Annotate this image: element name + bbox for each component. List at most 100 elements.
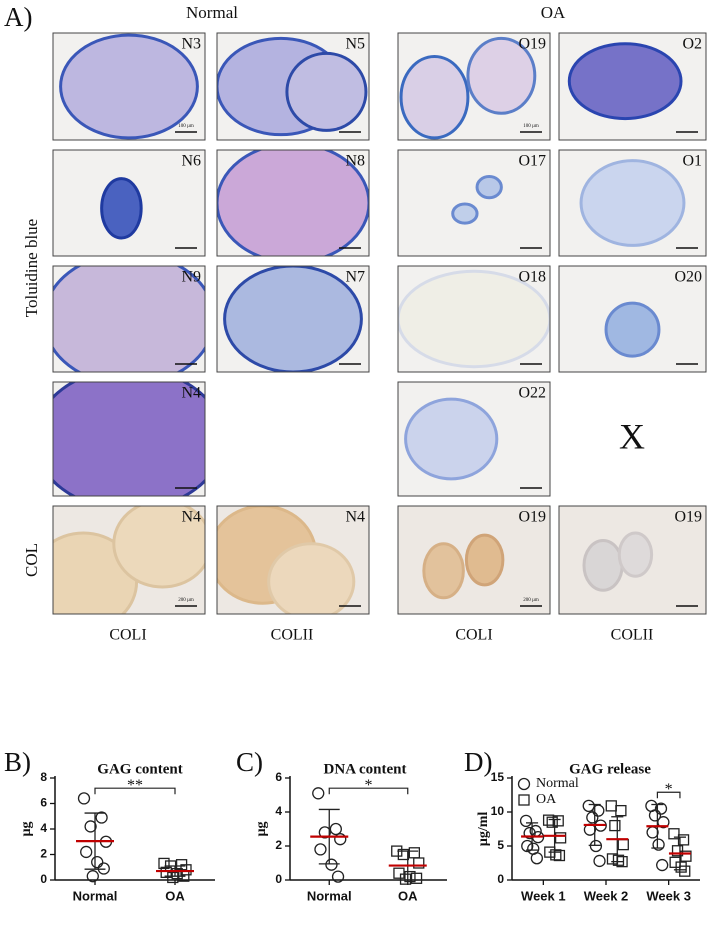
tissue — [217, 36, 368, 137]
micrograph: N9 — [52, 265, 206, 373]
tile-border — [558, 32, 707, 141]
tissue-section — [604, 301, 661, 358]
tile-border — [397, 32, 551, 141]
tile-label: O2 — [682, 36, 702, 53]
chart-title: DNA content — [324, 761, 407, 777]
tile-label: N6 — [181, 153, 201, 170]
tile-label: O17 — [518, 153, 546, 170]
y-tick-label: 0 — [40, 872, 47, 886]
data-point — [675, 861, 687, 873]
missing-mark: X — [619, 416, 645, 456]
tile-border — [558, 149, 707, 257]
significance-bracket — [328, 787, 409, 795]
tissue — [53, 266, 205, 372]
data-point — [318, 826, 332, 839]
data-point — [521, 839, 534, 853]
tissue-section — [617, 531, 654, 578]
tissue-section — [285, 51, 368, 132]
significance-bracket — [94, 787, 176, 795]
micrograph: N5 — [216, 32, 370, 141]
tissue-section — [398, 269, 550, 369]
tissue-section — [404, 397, 499, 481]
data-point — [158, 857, 170, 870]
micrograph: O1 — [558, 149, 707, 257]
data-point — [95, 811, 108, 824]
scale-label: 100 µm — [523, 124, 539, 129]
tissue-section — [451, 202, 479, 225]
tile-label: O1 — [682, 153, 702, 170]
group-heading: OA — [541, 3, 566, 22]
y-tick-label: 10 — [491, 804, 505, 818]
data-point — [553, 849, 566, 862]
legend-label: OA — [536, 792, 557, 807]
tissue-section — [100, 177, 143, 240]
tile-border — [397, 149, 551, 257]
data-point — [609, 819, 621, 832]
data-point — [86, 870, 99, 883]
data-point — [612, 854, 625, 866]
data-point — [399, 873, 412, 885]
micrograph: N4 200 µm — [52, 505, 206, 615]
tissue-section — [53, 382, 205, 496]
tile-border — [397, 265, 551, 373]
tile-label: N8 — [345, 153, 365, 170]
data-point — [648, 809, 662, 822]
data-point — [677, 834, 690, 846]
significance-bracket — [656, 791, 681, 799]
tile-border — [52, 149, 206, 257]
tile-label: N5 — [345, 36, 365, 53]
micrograph: N7 — [216, 265, 370, 373]
tile-border — [397, 381, 551, 497]
tissue — [582, 531, 654, 592]
tile-border — [558, 505, 707, 615]
tile-label: O19 — [674, 509, 702, 526]
significance-label: * — [665, 781, 673, 798]
tile-label: N4 — [345, 509, 365, 526]
tile-border — [216, 265, 370, 373]
panel-label: D) — [464, 747, 493, 777]
y-tick-label: 6 — [275, 770, 282, 784]
data-point — [680, 850, 692, 862]
tissue — [604, 301, 661, 358]
tissue-section — [582, 539, 624, 592]
panel-label: B) — [4, 747, 31, 777]
tile-border — [558, 265, 707, 373]
tissue-section — [464, 533, 505, 587]
data-point — [546, 816, 558, 828]
tissue — [404, 397, 499, 481]
y-tick-label: 0 — [497, 872, 504, 886]
tissue — [422, 533, 505, 600]
micrograph: N4 — [52, 381, 206, 497]
tile-border — [216, 32, 370, 141]
data-point — [517, 777, 531, 791]
micrograph: O19 100 µm — [397, 32, 551, 141]
micrograph: O17 — [397, 149, 551, 257]
data-point — [77, 792, 91, 805]
data-point — [589, 839, 603, 853]
tile-label: O22 — [518, 385, 546, 402]
tissue-section — [567, 42, 683, 121]
data-point — [167, 871, 179, 884]
tissue — [399, 36, 537, 140]
tissue — [100, 177, 143, 240]
legend-label: Normal — [536, 776, 579, 791]
data-point — [519, 814, 533, 827]
y-tick-label: 8 — [40, 770, 47, 784]
tile-label: O20 — [674, 269, 702, 286]
micrograph: O18 — [397, 265, 551, 373]
data-point — [518, 794, 530, 806]
chart-title: GAG content — [97, 761, 182, 777]
tissue-section — [223, 266, 363, 372]
micrograph: N3 100 µm — [52, 32, 206, 141]
tissue-section — [475, 175, 503, 200]
column-label: COLI — [109, 627, 146, 644]
scale-label: 200 µm — [523, 598, 539, 603]
x-tick-label: Week 3 — [646, 888, 691, 903]
x-tick-label: Week 1 — [521, 888, 566, 903]
micrograph: O22 — [397, 381, 551, 497]
tile-border — [397, 505, 551, 615]
micrograph: O19 — [558, 505, 707, 615]
tile-label: O19 — [518, 36, 546, 53]
tile-label: O19 — [518, 509, 546, 526]
column-label: COLI — [455, 627, 492, 644]
